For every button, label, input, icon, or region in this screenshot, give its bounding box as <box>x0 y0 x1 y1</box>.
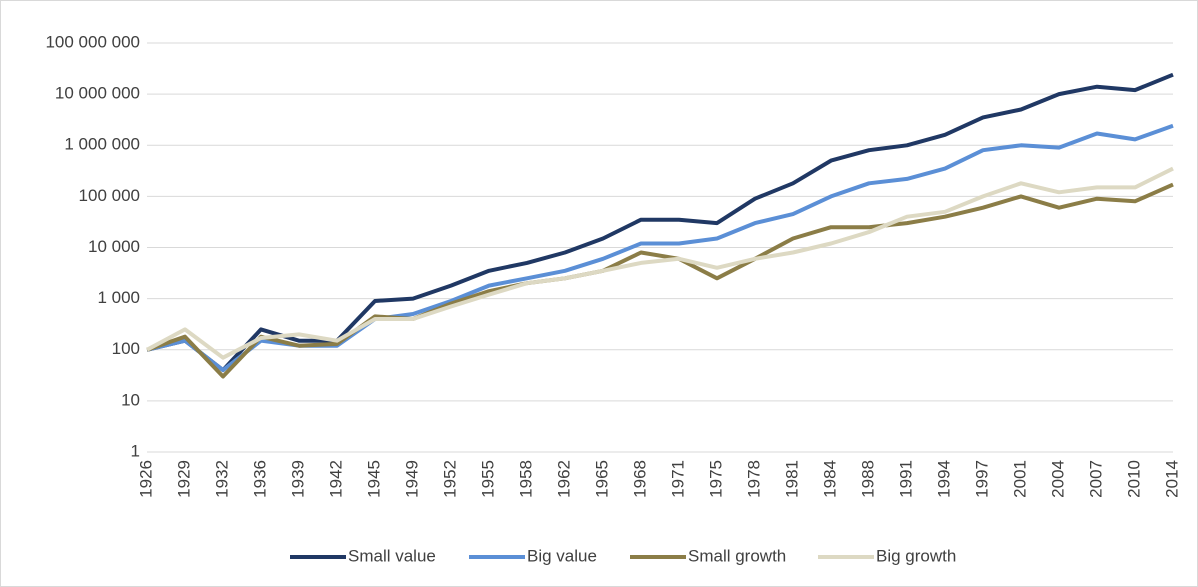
x-tick-label: 1952 <box>440 460 459 498</box>
x-tick-label: 1936 <box>250 460 269 498</box>
x-tick-label: 1994 <box>934 460 953 498</box>
x-tick-label: 1955 <box>478 460 497 498</box>
y-tick-label: 10 000 000 <box>55 84 140 103</box>
y-tick-label: 100 000 000 <box>45 32 140 51</box>
y-tick-label: 1 000 <box>97 288 140 307</box>
x-tick-label: 1929 <box>174 460 193 498</box>
x-tick-label: 1991 <box>896 460 915 498</box>
x-tick-label: 1965 <box>592 460 611 498</box>
y-tick-label: 100 000 <box>79 186 140 205</box>
x-tick-label: 1968 <box>630 460 649 498</box>
x-tick-label: 1945 <box>364 460 383 498</box>
legend-label: Small growth <box>688 546 786 565</box>
x-tick-label: 2001 <box>1010 460 1029 498</box>
y-tick-label: 10 000 <box>88 237 140 256</box>
x-tick-label: 2014 <box>1162 460 1181 498</box>
x-tick-label: 1997 <box>972 460 991 498</box>
x-tick-label: 1981 <box>782 460 801 498</box>
legend-label: Small value <box>348 546 436 565</box>
x-tick-label: 1984 <box>820 460 839 498</box>
x-tick-label: 1939 <box>288 460 307 498</box>
series-line <box>146 182 1174 379</box>
legend-label: Big growth <box>876 546 956 565</box>
y-tick-label: 1 <box>131 441 140 460</box>
x-tick-label: 2007 <box>1086 460 1105 498</box>
x-tick-label: 1962 <box>554 460 573 498</box>
y-tick-label: 1 000 000 <box>64 135 140 154</box>
x-tick-label: 1975 <box>706 460 725 498</box>
y-tick-label: 100 <box>112 339 140 358</box>
x-tick-label: 1932 <box>212 460 231 498</box>
x-tick-label: 2010 <box>1124 460 1143 498</box>
series-line <box>146 166 1174 360</box>
x-tick-label: 1942 <box>326 460 345 498</box>
x-tick-label: 1988 <box>858 460 877 498</box>
x-tick-label: 2004 <box>1048 460 1067 498</box>
x-tick-label: 1958 <box>516 460 535 498</box>
series-line <box>146 72 1174 373</box>
y-tick-label: 10 <box>121 390 140 409</box>
x-tick-label: 1978 <box>744 460 763 498</box>
x-tick-label: 1926 <box>136 460 155 498</box>
x-tick-label: 1971 <box>668 460 687 498</box>
legend-label: Big value <box>527 546 597 565</box>
x-tick-label: 1949 <box>402 460 421 498</box>
